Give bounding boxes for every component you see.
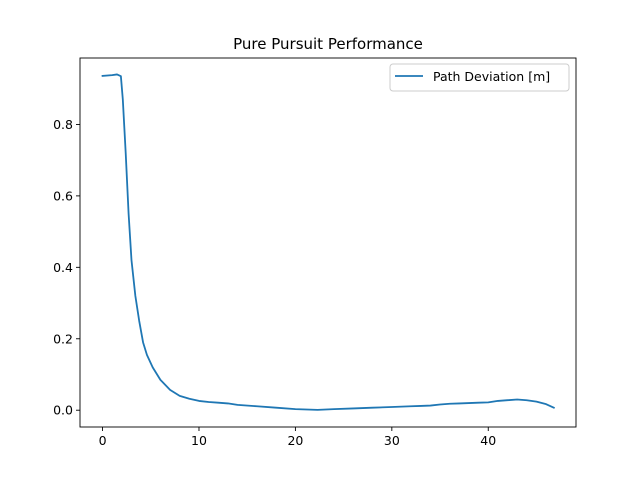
y-tick-label: 0.4 [53, 260, 73, 275]
y-axis-ticks: 0.0 0.2 0.4 0.6 0.8 [53, 117, 80, 418]
x-tick-label: 40 [480, 433, 496, 448]
x-axis-ticks: 0 10 20 30 40 [99, 427, 496, 448]
legend-box [389, 63, 570, 92]
legend: Path Deviation [m] [389, 63, 570, 92]
series-line-path-deviation [101, 73, 556, 411]
y-tick-label: 0.0 [53, 403, 73, 418]
x-tick-label: 10 [191, 433, 207, 448]
plot-frame [79, 57, 577, 428]
series-layer [101, 73, 556, 411]
plot-axes [79, 57, 577, 428]
legend-label-path-deviation: Path Deviation [m] [433, 69, 550, 84]
y-tick-label: 0.6 [53, 188, 73, 203]
chart-title: Pure Pursuit Performance [233, 35, 423, 53]
x-tick-label: 20 [287, 433, 303, 448]
x-tick-label: 30 [384, 433, 400, 448]
y-tick-label: 0.8 [53, 117, 73, 132]
x-tick-label: 0 [99, 433, 107, 448]
y-tick-label: 0.2 [53, 331, 73, 346]
